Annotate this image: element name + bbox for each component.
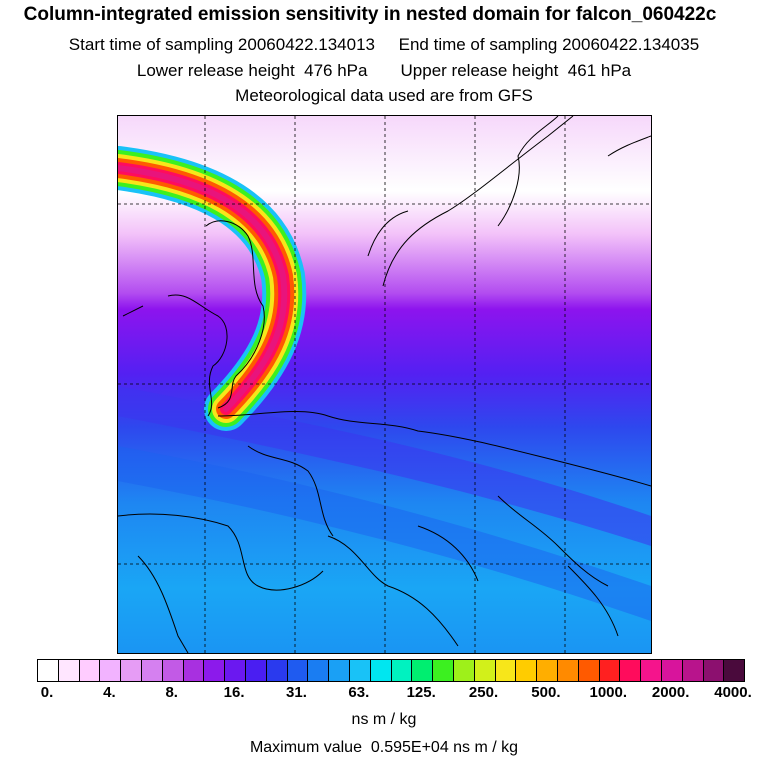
lat-lon-grid xyxy=(118,116,651,653)
map-svg xyxy=(118,116,651,653)
colorbar-tick-label: 31. xyxy=(286,684,307,701)
colorbar-swatch xyxy=(412,660,434,681)
colorbar xyxy=(37,659,745,682)
colorbar-swatch xyxy=(204,660,226,681)
colorbar-swatch xyxy=(141,660,163,681)
colorbar-tick-label: 16. xyxy=(223,684,245,701)
colorbar-swatch xyxy=(38,660,59,681)
colorbar-swatch xyxy=(433,660,454,681)
colorbar-swatch xyxy=(391,660,413,681)
colorbar-swatch xyxy=(474,660,496,681)
colorbar-swatch xyxy=(287,660,309,681)
sensitivity-band xyxy=(118,386,651,546)
sampling-times: Start time of sampling 20060422.134013 E… xyxy=(68,35,700,54)
colorbar-swatch xyxy=(183,660,205,681)
colorbar-tick-label: 125. xyxy=(406,684,436,701)
sensitivity-map xyxy=(117,115,652,654)
colorbar-swatch xyxy=(495,660,517,681)
colorbar-swatch xyxy=(225,660,246,681)
colorbar-tick-label: 0. xyxy=(40,684,54,701)
colorbar-swatch xyxy=(620,660,642,681)
colorbar-swatch xyxy=(682,660,704,681)
colorbar-tick-label: 4000. xyxy=(714,684,752,701)
map-title: Column-integrated emission sensitivity i… xyxy=(23,4,717,25)
sensitivity-band xyxy=(118,446,651,621)
colorbar-tick-label: 8. xyxy=(165,684,178,701)
colorbar-tick-label: 1000. xyxy=(589,684,628,701)
colorbar-tick-label: 500. xyxy=(531,684,561,701)
colorbar-tick-label: 2000. xyxy=(651,684,690,701)
colorbar-swatch xyxy=(329,660,350,681)
colorbar-swatch xyxy=(162,660,184,681)
colorbar-tick-label: 250. xyxy=(468,684,499,701)
colorbar-swatch xyxy=(661,660,683,681)
colorbar-swatch xyxy=(266,660,288,681)
colorbar-swatch xyxy=(79,660,101,681)
colorbar-swatch xyxy=(599,660,621,681)
colorbar-unit: ns m / kg xyxy=(351,711,417,728)
colorbar-swatch xyxy=(516,660,538,681)
maximum-value: Maximum value 0.595E+04 ns m / kg xyxy=(249,739,519,756)
colorbar-swatch xyxy=(349,660,371,681)
colorbar-swatch xyxy=(537,660,558,681)
colorbar-swatch xyxy=(121,660,142,681)
met-data-source: Meteorological data used are from GFS xyxy=(235,86,533,105)
colorbar-swatch xyxy=(453,660,475,681)
colorbar-tick-label: 63. xyxy=(348,684,370,701)
colorbar-swatch xyxy=(724,660,745,681)
trajectory-plume xyxy=(118,146,307,431)
colorbar-swatch xyxy=(703,660,725,681)
colorbar-swatch xyxy=(58,660,80,681)
colorbar-tick-label: 4. xyxy=(103,684,116,701)
colorbar-swatch xyxy=(578,660,600,681)
colorbar-swatch xyxy=(308,660,330,681)
colorbar-swatch xyxy=(641,660,662,681)
release-heights: Lower release height 476 hPa Upper relea… xyxy=(136,61,632,80)
colorbar-swatch xyxy=(557,660,579,681)
colorbar-swatch xyxy=(245,660,267,681)
colorbar-swatch xyxy=(100,660,122,681)
colorbar-swatch xyxy=(370,660,392,681)
